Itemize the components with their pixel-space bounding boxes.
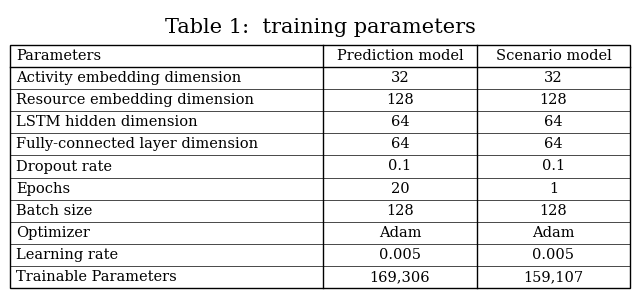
Text: Scenario model: Scenario model	[495, 49, 611, 63]
Text: Optimizer: Optimizer	[16, 226, 90, 240]
Text: 159,107: 159,107	[524, 270, 584, 284]
Text: 128: 128	[386, 204, 414, 218]
Bar	[10, 45, 630, 288]
Text: 20: 20	[390, 181, 410, 196]
Text: 0.1: 0.1	[542, 160, 565, 173]
Text: Batch size: Batch size	[16, 204, 92, 218]
Text: Dropout rate: Dropout rate	[16, 160, 112, 173]
Text: 0.005: 0.005	[379, 248, 421, 262]
Text: 128: 128	[386, 93, 414, 107]
Text: Prediction model: Prediction model	[337, 49, 463, 63]
Text: 0.1: 0.1	[388, 160, 412, 173]
Text: Learning rate: Learning rate	[16, 248, 118, 262]
Text: Activity embedding dimension: Activity embedding dimension	[16, 71, 241, 85]
Text: 64: 64	[544, 137, 563, 152]
Text: 64: 64	[390, 137, 410, 152]
Text: 64: 64	[544, 115, 563, 129]
Text: Resource embedding dimension: Resource embedding dimension	[16, 93, 254, 107]
Text: 32: 32	[390, 71, 410, 85]
Text: Fully-connected layer dimension: Fully-connected layer dimension	[16, 137, 258, 152]
Text: Adam: Adam	[532, 226, 575, 240]
Text: 64: 64	[390, 115, 410, 129]
Text: 0.005: 0.005	[532, 248, 575, 262]
Text: Parameters: Parameters	[16, 49, 101, 63]
Text: 128: 128	[540, 93, 567, 107]
Text: Adam: Adam	[379, 226, 421, 240]
Text: Table 1:  training parameters: Table 1: training parameters	[164, 18, 476, 37]
Text: Trainable Parameters: Trainable Parameters	[16, 270, 177, 284]
Text: LSTM hidden dimension: LSTM hidden dimension	[16, 115, 198, 129]
Text: 1: 1	[549, 181, 558, 196]
Text: 32: 32	[544, 71, 563, 85]
Text: 169,306: 169,306	[370, 270, 430, 284]
Text: 128: 128	[540, 204, 567, 218]
Text: Epochs: Epochs	[16, 181, 70, 196]
